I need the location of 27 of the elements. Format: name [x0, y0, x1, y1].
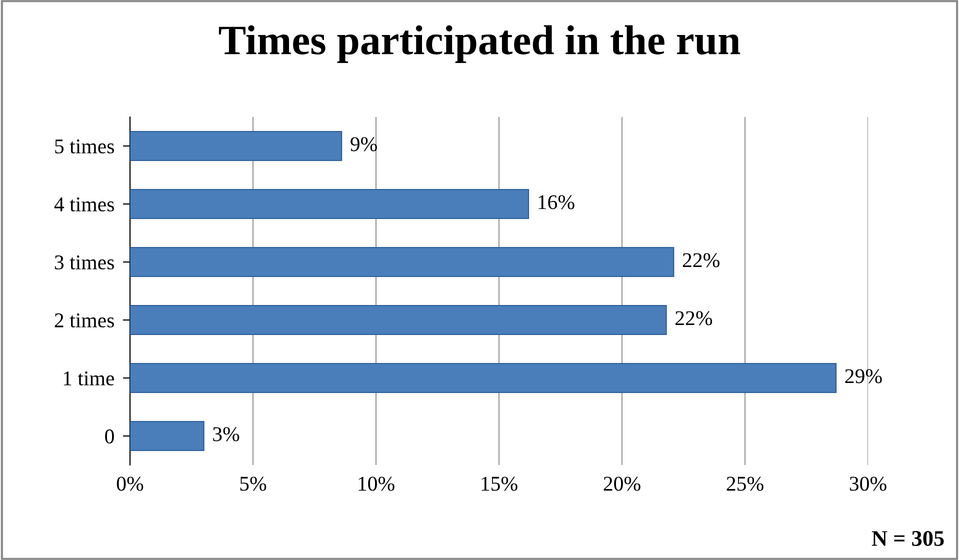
- bar: [130, 362, 837, 394]
- y-tick-label: 2 times: [54, 313, 114, 328]
- data-label: 16%: [538, 195, 574, 210]
- x-tick-label: 15%: [482, 476, 518, 491]
- text: N = 305: [872, 530, 944, 546]
- chart-title: Times participated in the run: [218, 25, 740, 63]
- x-tick-label: 5%: [240, 476, 266, 491]
- y-tick-label: 3 times: [54, 255, 114, 270]
- data-label: 3%: [213, 427, 240, 442]
- x-tick-label: 0%: [116, 476, 144, 491]
- x-tick-label: 25%: [726, 476, 764, 491]
- bar: [130, 246, 674, 278]
- bar: [130, 130, 342, 162]
- y-tick-label: 0: [105, 429, 114, 444]
- bar: [130, 304, 667, 336]
- x-tick-label: 10%: [358, 476, 394, 491]
- bar: [130, 188, 530, 220]
- y-tick-label: 5 times: [55, 139, 114, 154]
- data-label: 22%: [682, 253, 720, 268]
- data-label: 29%: [845, 369, 882, 384]
- data-label: 9%: [350, 137, 377, 152]
- x-tick-label: 20%: [604, 476, 640, 491]
- bar: [130, 420, 204, 452]
- y-tick-label: 1 time: [64, 371, 114, 386]
- data-label: 22%: [676, 311, 712, 326]
- x-tick-label: 30%: [850, 476, 886, 491]
- y-tick-label: 4 times: [54, 197, 114, 212]
